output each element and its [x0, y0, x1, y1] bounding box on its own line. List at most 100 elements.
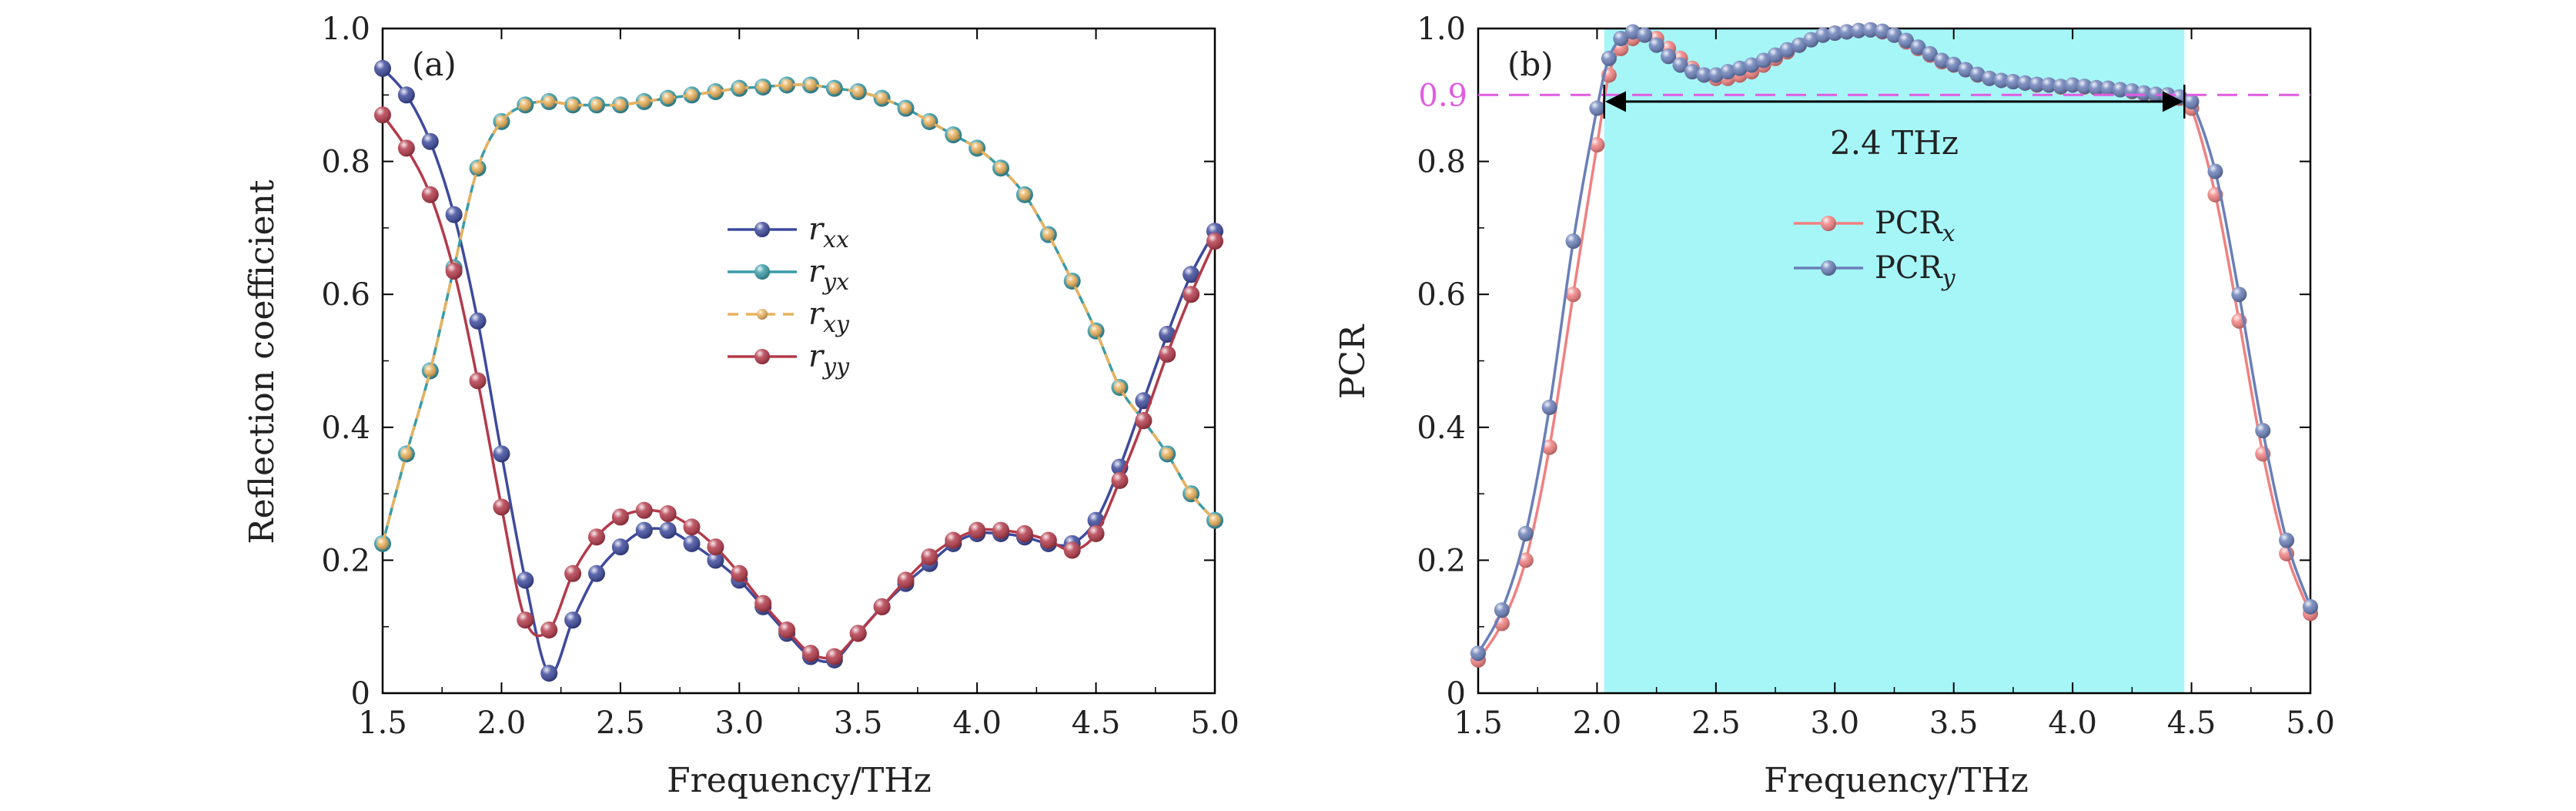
data-point-shade — [1517, 552, 1534, 568]
data-point-shade — [849, 625, 867, 642]
data-point-shade — [971, 142, 983, 155]
bandwidth-label: 2.4 THz — [1830, 124, 1959, 162]
data-point-shade — [1517, 525, 1534, 541]
y-tick-label: 0.6 — [321, 277, 370, 313]
data-point-shade — [1958, 62, 1974, 78]
data-point-shade — [945, 531, 962, 549]
series-line — [381, 83, 1216, 545]
panel-a-label: (a) — [412, 45, 457, 83]
data-point-shade — [2065, 77, 2081, 93]
data-point-shade — [2255, 423, 2271, 439]
legend-item: PCRx — [1794, 206, 1955, 247]
data-point-shade — [1470, 645, 1486, 662]
data-point-shade — [397, 86, 415, 104]
data-point-shade — [587, 528, 605, 546]
data-point-shade — [1042, 228, 1055, 241]
legend-label: ryy — [808, 339, 850, 380]
legend-label: rxy — [808, 297, 850, 338]
data-point-shade — [1589, 100, 1605, 116]
data-point-shade — [1206, 233, 1223, 250]
x-tick-label: 3.5 — [1929, 705, 1979, 741]
y-tick-label: 1.0 — [1417, 12, 1466, 47]
data-point-shade — [376, 538, 389, 550]
data-point-shade — [1768, 47, 1784, 63]
data-point-shade — [1183, 266, 1200, 283]
data-point-shade — [374, 106, 391, 124]
data-point-shade — [421, 132, 439, 150]
data-point-shade — [873, 598, 891, 615]
data-point-shade — [1945, 56, 1962, 72]
x-tick-label: 3.5 — [834, 705, 883, 741]
x-tick-label: 5.0 — [2286, 705, 2335, 741]
data-point-shade — [683, 518, 701, 536]
data-point-shade — [1541, 439, 1557, 455]
data-point-shade — [1910, 39, 1926, 55]
x-tick-label: 5.0 — [1190, 705, 1239, 741]
data-point-shade — [1589, 137, 1605, 153]
legend-item: PCRy — [1794, 250, 1956, 292]
panel-b-highlight-band — [1604, 28, 2185, 693]
panel-a-ylabel: Reflection coefficient — [243, 179, 282, 544]
data-point-shade — [1696, 67, 1712, 83]
data-point-shade — [659, 504, 677, 522]
x-tick-label: 2.0 — [477, 705, 527, 741]
data-point-shade — [374, 59, 391, 77]
data-point-shade — [1898, 32, 1914, 49]
data-point-shade — [923, 116, 936, 128]
series-r-xx — [374, 59, 1223, 682]
legend-label: PCRy — [1875, 250, 1956, 292]
legend-marker-shade — [757, 309, 768, 320]
data-point-shade — [2029, 76, 2045, 92]
data-point-shade — [564, 565, 582, 582]
data-point-shade — [1791, 37, 1807, 53]
data-point-shade — [805, 79, 817, 92]
data-point-shade — [683, 535, 701, 552]
data-point-shade — [400, 447, 413, 461]
data-point-shade — [1684, 64, 1700, 80]
data-point-shade — [707, 551, 724, 569]
data-point-shade — [1755, 52, 1771, 69]
data-point-shade — [587, 565, 605, 582]
data-point-shade — [1135, 412, 1153, 430]
data-point-shade — [1063, 541, 1081, 559]
data-point-shade — [1039, 531, 1057, 549]
data-point-shade — [1779, 42, 1795, 58]
legend-marker-shade — [754, 349, 770, 364]
plot-frame — [381, 27, 1216, 695]
x-tick-label: 4.5 — [2167, 705, 2216, 741]
data-point-shade — [1494, 602, 1510, 618]
y-tick-label: 0 — [1447, 676, 1466, 712]
data-point-shade — [733, 82, 745, 95]
panel-a-xlabel: Frequency/THz — [667, 761, 932, 800]
data-point-shade — [1113, 381, 1126, 394]
data-point-shade — [899, 102, 912, 115]
data-point-shade — [1851, 22, 1867, 39]
data-point-shade — [1183, 286, 1200, 303]
data-point-shade — [875, 92, 888, 105]
y-tick-label: 0.8 — [1417, 145, 1466, 180]
data-point-shade — [897, 571, 915, 589]
panel-b-annotations: 0.9 2.4 THz — [1418, 78, 2310, 162]
legend-item: rxy — [728, 297, 850, 338]
data-point-shade — [801, 645, 819, 662]
series-r-xy — [376, 79, 1221, 550]
data-point-shade — [781, 79, 793, 92]
x-tick-label: 1.5 — [358, 705, 407, 741]
x-tick-label: 3.0 — [714, 705, 764, 741]
series-line — [381, 67, 1216, 675]
data-point-shade — [540, 665, 558, 682]
data-point-shade — [709, 85, 722, 98]
data-point-shade — [445, 262, 463, 280]
data-point-shade — [1720, 64, 1736, 80]
data-point-shade — [754, 595, 772, 612]
series-line — [381, 114, 1216, 660]
data-point-shade — [1111, 471, 1129, 489]
data-point-shade — [1875, 23, 1891, 39]
data-point-shade — [1185, 488, 1197, 500]
data-point-shade — [2052, 79, 2069, 95]
data-point-shade — [1708, 67, 1724, 83]
data-point-shade — [1838, 24, 1855, 40]
data-point-shade — [1731, 60, 1748, 76]
